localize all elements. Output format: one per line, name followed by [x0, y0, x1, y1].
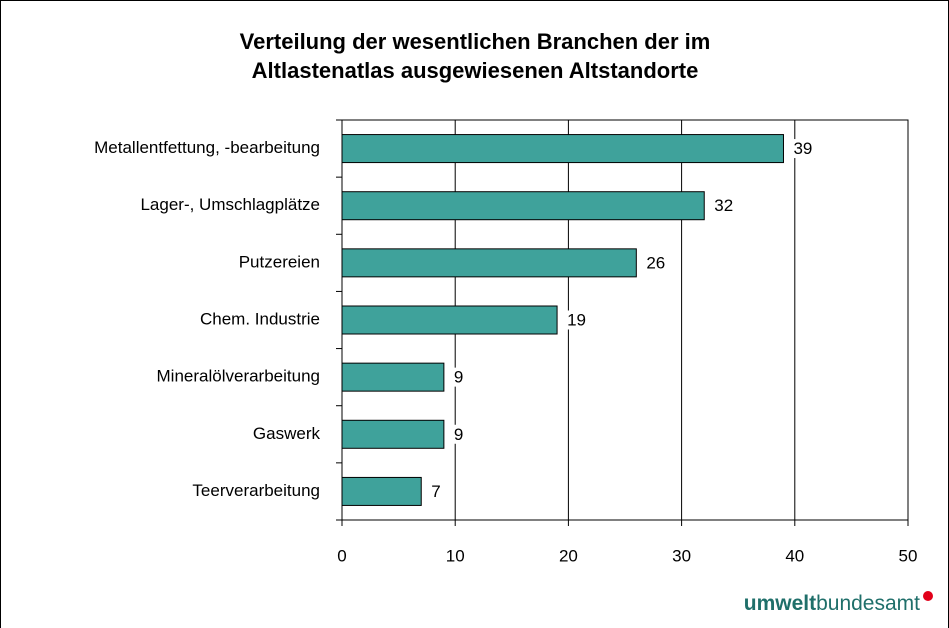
bar: [341, 305, 558, 335]
value-label-bg: [711, 196, 737, 216]
value-label: 26: [646, 253, 665, 272]
bar: [341, 476, 422, 506]
value-label: 39: [793, 139, 812, 158]
value-label-bg: [450, 424, 467, 444]
logo-bold: umwelt: [744, 592, 816, 615]
x-tick-label: 0: [337, 546, 346, 565]
value-label-bg: [564, 310, 590, 330]
x-tick-label: 50: [899, 546, 918, 565]
x-tick-label: 40: [785, 546, 804, 565]
value-label: 9: [454, 368, 463, 387]
value-label-bg: [790, 139, 816, 159]
y-tick-label: Mineralölverarbeitung: [157, 367, 320, 386]
y-tick-label: Gaswerk: [253, 424, 321, 443]
value-label: 7: [431, 482, 440, 501]
x-tick-label: 10: [446, 546, 465, 565]
chart-title: Altlastenatlas ausgewiesenen Altstandort…: [252, 58, 699, 83]
bar: [341, 248, 637, 278]
y-tick-label: Teerverarbeitung: [192, 481, 320, 500]
bar: [341, 191, 705, 221]
bar: [341, 362, 445, 392]
x-tick-label: 20: [559, 546, 578, 565]
logo-regular: bundesamt: [816, 592, 920, 615]
value-label: 19: [567, 310, 586, 329]
value-label: 32: [714, 196, 733, 215]
y-tick-label: Chem. Industrie: [200, 309, 320, 328]
value-label-bg: [450, 367, 467, 387]
y-tick-label: Metallentfettung, -bearbeitung: [94, 138, 320, 157]
value-label-bg: [643, 253, 669, 273]
value-label-bg: [428, 481, 444, 501]
x-tick-label: 30: [672, 546, 691, 565]
y-tick-label: Lager-, Umschlagplätze: [140, 195, 320, 214]
chart-title: Verteilung der wesentlichen Branchen der…: [240, 29, 711, 54]
logo-dot: [923, 591, 933, 601]
y-tick-label: Putzereien: [239, 252, 320, 271]
bar: [341, 419, 445, 449]
logo: umweltbundesamt: [744, 592, 920, 615]
bar: [341, 134, 784, 164]
value-label: 9: [454, 425, 463, 444]
